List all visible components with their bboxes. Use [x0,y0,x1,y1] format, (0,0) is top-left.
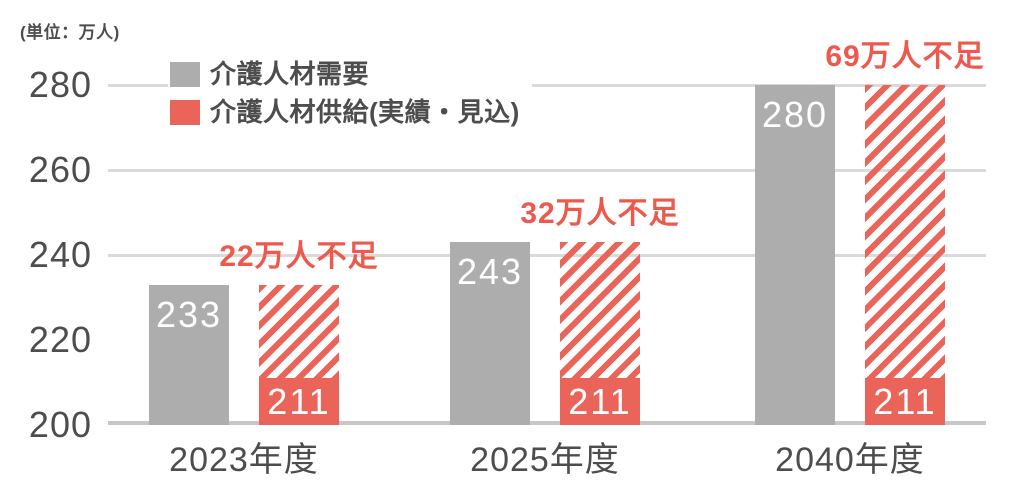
demand-bar: 243 [450,242,530,425]
demand-value-label: 280 [761,94,829,135]
supply-value-label: 211 [568,380,632,422]
legend-swatch-demand-icon [170,61,200,87]
legend-item-supply: 介護人材供給(実績・見込) [170,99,520,125]
demand-value-label: 243 [456,251,524,292]
shortage-hatch-area [865,85,945,378]
y-tick-label: 220 [28,319,92,360]
gridline [108,169,986,172]
bar-group-2025: 32万人不足 243 211 2025年度 [450,0,679,479]
gridline [108,84,986,87]
x-axis-label: 2023年度 [169,441,319,479]
bar-group-2023: 22万人不足 233 211 2023年度 [149,0,378,479]
plot-area: 22万人不足 233 211 2023年度 32万人不足 243 211 [108,0,986,479]
legend-item-demand: 介護人材需要 [170,61,520,87]
legend-label-demand: 介護人材需要 [210,59,370,89]
demand-bar: 280 [755,85,835,425]
legend: 介護人材需要 介護人材供給(実績・見込) [168,59,532,127]
x-axis-label: 2025年度 [470,441,620,479]
y-axis-unit-label: (単位：万人) [20,23,120,42]
shortage-annotation: 32万人不足 [520,197,680,230]
supply-solid-area: 211 [259,378,339,425]
supply-bar: 211 [259,285,339,425]
shortage-hatch-area [259,285,339,378]
shortage-annotation: 22万人不足 [219,240,379,273]
supply-solid-area: 211 [560,378,640,425]
shortage-annotation: 69万人不足 [825,40,985,73]
bar-group-2040: 69万人不足 280 211 2040年度 [755,0,984,479]
shortage-hatch-area [560,242,640,378]
demand-bar: 233 [149,285,229,425]
legend-swatch-supply-icon [170,99,200,125]
gridline [108,254,986,257]
demand-value-label: 233 [155,294,223,335]
x-axis-label: 2040年度 [775,441,925,479]
supply-bar: 211 [560,242,640,425]
y-tick-label: 260 [28,149,92,190]
y-tick-label: 200 [28,404,92,445]
x-axis-baseline [108,421,986,425]
y-tick-label: 240 [28,234,92,275]
supply-value-label: 211 [267,380,331,422]
supply-value-label: 211 [873,380,937,422]
supply-bar: 211 [865,85,945,425]
y-tick-label: 280 [28,64,92,105]
supply-solid-area: 211 [865,378,945,425]
legend-label-supply: 介護人材供給(実績・見込) [210,97,520,127]
